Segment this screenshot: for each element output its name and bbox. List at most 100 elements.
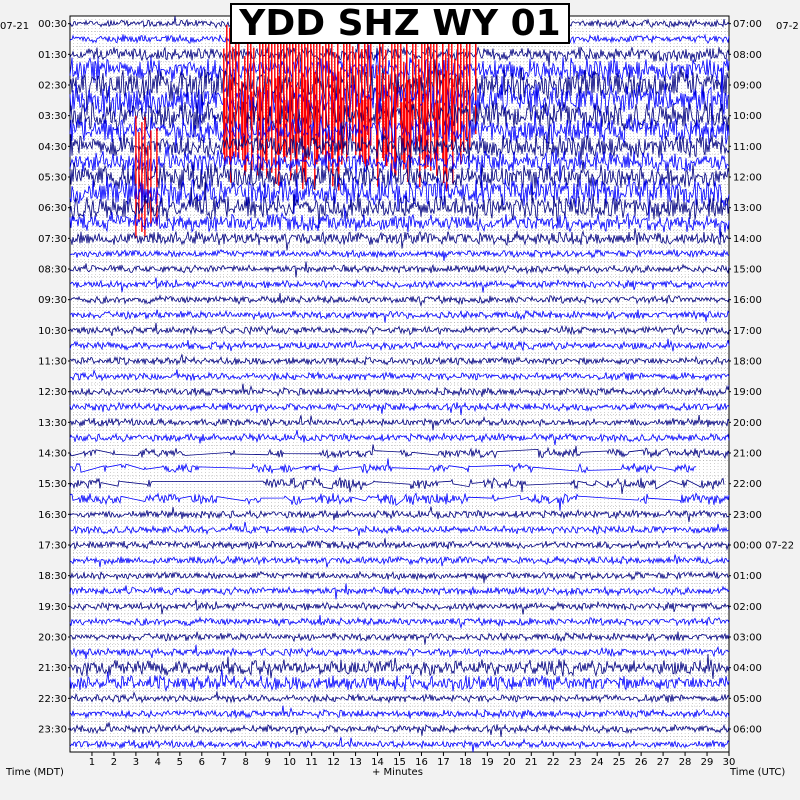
bottom-tick-label: 19 [481, 757, 494, 768]
left-tick-label: 03:30 [38, 111, 67, 122]
right-tick-label: 11:00 [733, 142, 762, 153]
seismic-trace-40 [69, 631, 730, 645]
right-tick-label: 10:00 [733, 111, 762, 122]
seismic-trace-21 [69, 338, 730, 352]
bottom-tick-label: 17 [437, 757, 450, 768]
right-tick-label: 01:00 [733, 571, 762, 582]
seismic-trace-22 [69, 354, 730, 367]
left-tick-label: 09:30 [38, 295, 67, 306]
left-tick-label: 01:30 [38, 50, 67, 61]
trace-group [69, 8, 730, 753]
seismic-trace-24 [69, 383, 730, 397]
left-tick-label: 20:30 [38, 633, 67, 644]
seismic-trace-6 [69, 86, 730, 145]
seismic-trace-47 [69, 737, 730, 753]
right-tick-label: 13:00 [733, 203, 762, 214]
chart-title: YDD SHZ WY 01 [230, 3, 570, 44]
right-tick-label: 00:00 07-22 [733, 541, 794, 552]
left-tick-label: 23:30 [38, 725, 67, 736]
seismic-trace-7 [69, 111, 730, 153]
left-tick-label: 18:30 [38, 571, 67, 582]
seismic-trace-13 [69, 207, 730, 239]
seismic-trace-11 [69, 163, 730, 221]
left-axis-label: Time (MDT) [6, 767, 64, 778]
bottom-tick-label: 24 [591, 757, 604, 768]
clipped-signal-10 [135, 115, 158, 239]
seismic-trace-29 [69, 458, 697, 475]
left-tick-label: 16:30 [38, 510, 67, 521]
right-tick-label: 20:00 [733, 418, 762, 429]
seismic-trace-43 [69, 669, 730, 692]
bottom-tick-label: 2 [111, 757, 117, 768]
seismic-trace-4 [69, 59, 730, 116]
seismic-trace-28 [69, 444, 730, 460]
left-tick-label: 08:30 [38, 265, 67, 276]
right-tick-label: 03:00 [733, 633, 762, 644]
right-tick-label: 07:00 [733, 19, 762, 30]
right-axis-label: Time (UTC) [730, 767, 786, 778]
axis-labels: 00:30 01:30 02:30 03:30 04:30 05:30 06:30 07:30… [38, 19, 794, 768]
seismic-trace-32 [69, 506, 730, 522]
seismic-trace-44 [69, 691, 730, 704]
seismic-trace-34 [69, 538, 730, 551]
bottom-tick-label: 28 [679, 757, 692, 768]
bottom-tick-label: 12 [327, 757, 340, 768]
left-tick-label: 15:30 [38, 479, 67, 490]
left-tick-label: 11:30 [38, 357, 67, 368]
right-tick-label: 04:00 [733, 663, 762, 674]
seismic-trace-15 [69, 248, 730, 261]
right-tick-label: 08:00 [733, 50, 762, 61]
bottom-tick-label: 22 [547, 757, 560, 768]
bottom-tick-label: 18 [459, 757, 472, 768]
left-tick-label: 21:30 [38, 663, 67, 674]
seismic-trace-41 [70, 644, 730, 660]
left-tick-label: 07:30 [38, 234, 67, 245]
left-tick-label: 14:30 [38, 449, 67, 460]
right-tick-label: 05:00 [733, 694, 762, 705]
bottom-tick-label: 9 [265, 757, 271, 768]
bottom-tick-label: 10 [283, 757, 296, 768]
bottom-axis-label: + Minutes [372, 767, 423, 778]
seismic-trace-45 [69, 705, 730, 720]
clipped-signal-7 [224, 70, 454, 192]
seismic-trace-23 [69, 369, 730, 382]
seismic-trace-8 [69, 121, 730, 163]
left-tick-label: 00:30 [38, 19, 67, 30]
bottom-tick-label: 3 [133, 757, 139, 768]
bottom-tick-label: 13 [349, 757, 362, 768]
clipped-signal-6 [223, 55, 462, 176]
bottom-tick-label: 8 [243, 757, 249, 768]
bottom-tick-label: 20 [503, 757, 516, 768]
left-tick-label: 19:30 [38, 602, 67, 613]
seismic-trace-36 [69, 570, 730, 583]
left-tick-label: 04:30 [38, 142, 67, 153]
left-tick-label: 10:30 [38, 326, 67, 337]
seismic-trace-42 [69, 653, 730, 680]
seismic-trace-26 [69, 415, 730, 431]
bottom-tick-label: 4 [155, 757, 161, 768]
right-tick-label: 16:00 [733, 295, 762, 306]
right-tick-label: 02:00 [733, 602, 762, 613]
left-tick-label: 05:30 [38, 173, 67, 184]
right-tick-label: 12:00 [733, 173, 762, 184]
seismic-trace-3 [69, 44, 730, 86]
left-tick-label: 02:30 [38, 81, 67, 92]
seismic-trace-20 [69, 322, 730, 337]
seismic-trace-12 [69, 182, 730, 229]
seismic-trace-35 [69, 554, 730, 568]
bottom-tick-label: 11 [305, 757, 318, 768]
seismic-trace-39 [69, 614, 730, 630]
bottom-tick-label: 30 [723, 757, 736, 768]
right-tick-label: 21:00 [733, 449, 762, 460]
bottom-tick-label: 1 [89, 757, 95, 768]
seismic-trace-31 [69, 492, 730, 511]
seismic-trace-14 [69, 228, 730, 251]
bottom-tick-label: 21 [525, 757, 538, 768]
bottom-tick-label: 6 [199, 757, 205, 768]
seismic-trace-18 [70, 292, 730, 308]
left-tick-label: 22:30 [38, 694, 67, 705]
right-tick-label: 14:00 [733, 234, 762, 245]
right-date-label: 07-2 [776, 21, 799, 32]
seismic-trace-46 [69, 722, 730, 737]
left-tick-label: 12:30 [38, 387, 67, 398]
